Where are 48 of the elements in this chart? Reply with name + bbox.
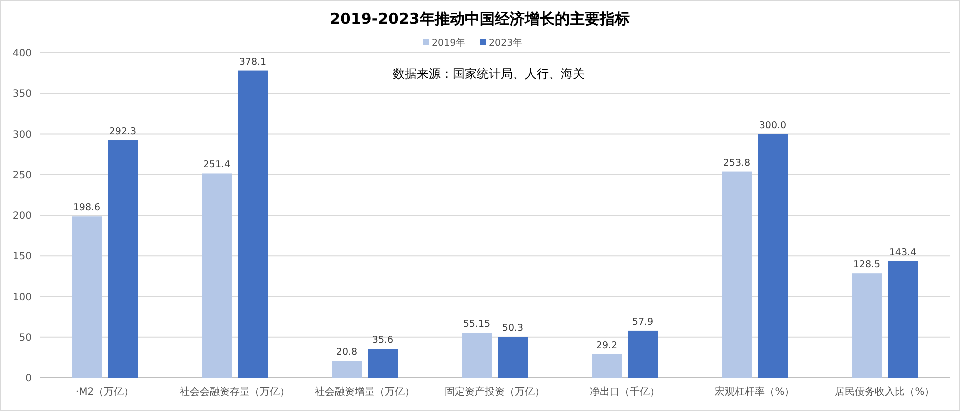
bar	[758, 134, 788, 378]
data-label: 143.4	[889, 247, 917, 258]
bar	[72, 216, 102, 378]
bar	[202, 174, 232, 378]
legend-label: 2023年	[489, 37, 524, 49]
y-tick-label: 100	[12, 292, 32, 304]
data-label: 253.8	[723, 158, 751, 169]
data-label: 55.15	[463, 319, 491, 330]
y-tick-label: 350	[12, 89, 32, 100]
y-tick-label: 150	[12, 252, 32, 263]
x-tick-label: 固定资产投资（万亿）	[445, 386, 545, 398]
data-label: 20.8	[336, 347, 358, 358]
data-label: 300.0	[759, 120, 787, 132]
data-label: 57.9	[632, 316, 654, 328]
data-label: 378.1	[239, 56, 267, 68]
bar	[238, 70, 268, 378]
data-label: 198.6	[73, 202, 101, 214]
bar	[628, 330, 658, 378]
legend-label: 2019年	[432, 37, 466, 49]
x-tick-label: ·M2（万亿）	[76, 387, 134, 398]
y-tick-label: 300	[12, 130, 32, 141]
x-tick-label: 宏观杠杆率（%）	[715, 386, 795, 398]
y-tick-label: 400	[12, 48, 32, 60]
y-tick-label: 50	[19, 332, 32, 344]
x-tick-label: 社会融资增量（万亿）	[315, 386, 415, 398]
data-label: 35.6	[372, 335, 394, 346]
bar	[462, 333, 492, 378]
bar	[498, 337, 528, 378]
bar	[368, 349, 398, 378]
bar	[888, 261, 918, 378]
y-tick-label: 250	[12, 170, 32, 182]
bar	[592, 354, 622, 378]
bar	[852, 274, 882, 378]
x-tick-label: 居民债务收入比（%）	[835, 386, 935, 398]
data-label: 128.5	[853, 260, 881, 271]
y-tick-label: 200	[12, 211, 32, 222]
bar	[108, 140, 138, 378]
data-label: 292.3	[109, 126, 137, 138]
data-label: 50.3	[502, 323, 524, 334]
bar	[722, 172, 752, 378]
x-tick-label: 社会会融资存量（万亿）	[180, 386, 290, 398]
chart-title: 2019-2023年推动中国经济增长的主要指标	[330, 10, 630, 28]
y-tick-label: 0	[26, 374, 32, 384]
data-label: 251.4	[203, 160, 231, 171]
bar	[332, 361, 362, 378]
x-tick-label: 净出口（千亿）	[590, 386, 660, 398]
data-label: 29.2	[596, 340, 618, 352]
annotation: 数据来源：国家统计局、人行、海关	[393, 67, 585, 81]
